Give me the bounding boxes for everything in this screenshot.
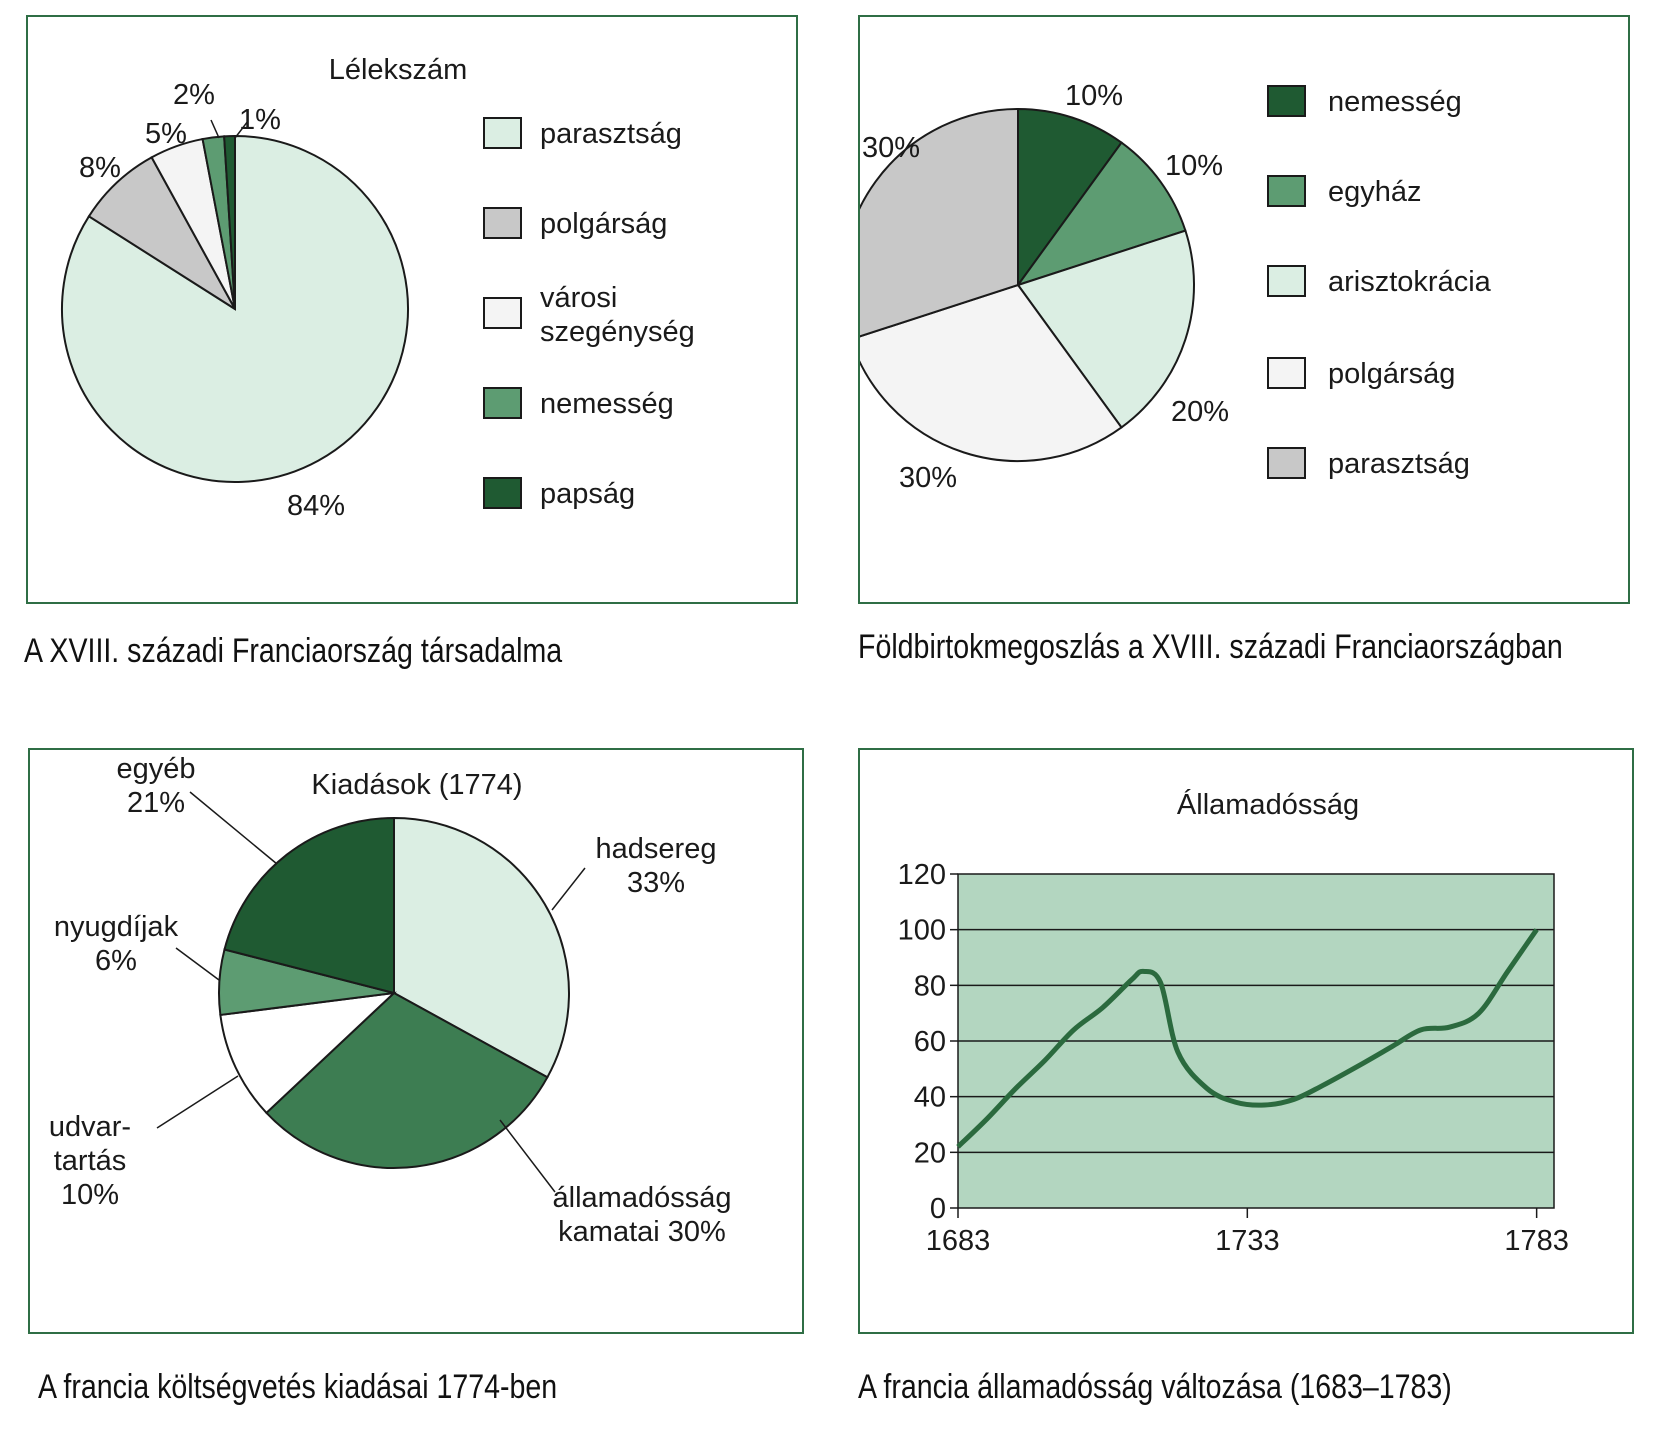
legend-label: polgárság	[1328, 358, 1455, 390]
legend-label: polgárság	[540, 208, 667, 240]
slice-label-nemesség: 2%	[173, 79, 215, 111]
legend: nemesség egyház arisztokrácia polgárság para…	[1267, 85, 1492, 480]
leader-line	[189, 791, 278, 865]
slice-label-hadsereg: 33%	[627, 867, 685, 899]
y-tick-label: 80	[914, 970, 946, 1002]
leader-line	[210, 119, 220, 139]
legend-label: szegénység	[540, 316, 695, 348]
budget-panel: Kiadások (1774) hadsereg 33% államadósság k…	[28, 748, 804, 1334]
pie-slice-papság	[223, 134, 236, 310]
chart-title: Államadósság	[1177, 788, 1359, 821]
pie-slice-államadósság-kamatai	[265, 991, 549, 1170]
legend-label: nemesség	[540, 388, 674, 420]
legend-label: papság	[540, 478, 635, 510]
slice-label-államadósság-kamatai: kamatai 30%	[558, 1216, 726, 1248]
chart-title: Lélekszám	[329, 54, 468, 86]
y-tick-label: 60	[914, 1026, 946, 1058]
pie-slices	[61, 134, 409, 483]
legend-label: egyház	[1328, 176, 1422, 208]
slice-labels: 84% 8% 5% 2% 1%	[79, 79, 345, 522]
debt-series-line	[956, 928, 1539, 1149]
society-pie-chart: Lélekszám 84% 8% 5% 2% 1% parasztság polgársá…	[61, 54, 695, 522]
leader-line	[156, 1075, 239, 1129]
society-caption: A XVIII. századi Franciaország társadalm…	[24, 632, 563, 670]
legend-swatch	[1267, 85, 1306, 117]
slice-label-udvartartás: udvar-	[49, 1111, 131, 1143]
land-pie-chart: 10% 10% 20% 30% 30% nemesség egyház arisztokrá…	[841, 80, 1492, 494]
legend-swatch	[1267, 357, 1306, 389]
leader-line	[499, 1119, 556, 1193]
slice-label-udvartartás: tartás	[54, 1145, 127, 1177]
y-tick-label: 100	[898, 915, 946, 947]
legend-swatch	[483, 117, 522, 149]
pie-slice-egyház	[1015, 141, 1187, 287]
slice-label-polgárság: 8%	[79, 152, 121, 184]
legend-label: parasztság	[540, 118, 682, 150]
x-tick-label: 1733	[1215, 1225, 1280, 1257]
pie-slices	[218, 816, 570, 1170]
pie-slice-nemesség	[1017, 107, 1123, 289]
legend-swatch	[483, 387, 522, 419]
slice-label-városi-szegénység: 5%	[145, 118, 187, 150]
budget-caption: A francia költségvetés kiadásai 1774-ben	[38, 1368, 558, 1406]
x-tick-label: 1683	[926, 1225, 991, 1257]
legend-label: arisztokrácia	[1328, 266, 1492, 298]
y-tick-label: 40	[914, 1082, 946, 1114]
leader-line	[175, 947, 220, 981]
pie-slice-udvartartás	[219, 991, 397, 1115]
leader-line	[551, 867, 586, 911]
y-tick-label: 120	[898, 859, 946, 891]
land-panel: 10% 10% 20% 30% 30% nemesség egyház arisztokrá…	[841, 15, 1630, 604]
slice-label-nyugdíjak: 6%	[95, 945, 137, 977]
legend-swatch	[483, 297, 522, 329]
land-caption: Földbirtokmegoszlás a XVIII. századi Fra…	[858, 628, 1563, 666]
slice-label-papság: 1%	[239, 104, 281, 136]
legend-swatch	[1267, 265, 1306, 297]
leader-line	[234, 120, 249, 139]
legend-swatch	[1267, 175, 1306, 207]
debt-panel: Államadósság 0 20 40 60 80 100 120 1683 1733 1783	[858, 748, 1634, 1334]
slice-label-arisztokrácia: 20%	[1171, 396, 1229, 428]
legend-swatch	[1267, 447, 1306, 479]
slice-label-egyház: 10%	[1165, 150, 1223, 182]
slice-label-parasztság: 84%	[287, 490, 345, 522]
legend-swatch	[483, 207, 522, 239]
pie-slice-hadsereg	[393, 816, 570, 1079]
legend-label: parasztság	[1328, 448, 1470, 480]
slice-label-egyéb: egyéb	[116, 753, 195, 785]
line-plot: 0 20 40 60 80 100 120 1683 1733 1783	[898, 859, 1569, 1257]
pie-slices	[841, 107, 1195, 462]
legend-label: nemesség	[1328, 86, 1462, 118]
pie-slice-arisztokrácia	[1016, 229, 1195, 429]
society-panel: Lélekszám 84% 8% 5% 2% 1% parasztság polgársá…	[26, 15, 798, 604]
pie-slice-polgárság	[849, 283, 1123, 462]
debt-caption: A francia államadósság változása (1683–1…	[858, 1368, 1452, 1406]
chart-title: Kiadások (1774)	[311, 769, 522, 801]
legend-label: városi	[540, 282, 617, 314]
slice-label-polgárság: 30%	[899, 462, 957, 494]
debt-line-chart: Államadósság 0 20 40 60 80 100 120 1683 1733 1783	[898, 788, 1569, 1257]
slice-label-egyéb: 21%	[127, 787, 185, 819]
x-tick-label: 1783	[1504, 1225, 1569, 1257]
slice-label-nyugdíjak: nyugdíjak	[54, 911, 179, 943]
slice-label-parasztság: 30%	[862, 132, 920, 164]
pie-slice-egyéb	[223, 816, 395, 995]
y-tick-label: 0	[930, 1193, 946, 1225]
slice-label-államadósság-kamatai: államadósság	[553, 1182, 732, 1214]
y-tick-label: 20	[914, 1137, 946, 1169]
slice-label-udvartartás: 10%	[61, 1179, 119, 1211]
slice-labels: 10% 10% 20% 30% 30%	[862, 80, 1229, 494]
slice-label-hadsereg: hadsereg	[596, 833, 717, 865]
legend-swatch	[483, 477, 522, 509]
slice-label-nemesség: 10%	[1065, 80, 1123, 112]
